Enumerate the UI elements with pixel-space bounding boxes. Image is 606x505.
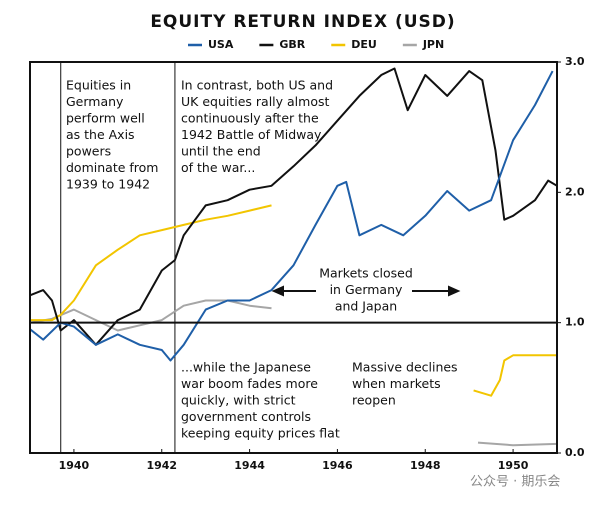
series-line: [29, 70, 554, 362]
y-tick-label: 2.0: [565, 185, 585, 198]
y-tick-label: 1.0: [565, 316, 585, 329]
x-tick-label: 1946: [322, 459, 353, 472]
annotation-line: UK equities rally almost: [181, 94, 329, 109]
chart-title: EQUITY RETURN INDEX (USD): [150, 12, 455, 32]
annotation-line: dominate from: [66, 160, 158, 175]
x-tick-label: 1944: [234, 459, 265, 472]
plot-frame: [29, 61, 558, 454]
series-line: [30, 204, 272, 322]
annotation-line: ...while the Japanese: [181, 360, 311, 375]
annotation-line: Massive declines: [352, 360, 458, 375]
arrows: [271, 285, 461, 297]
annotation-line: In contrast, both US and: [181, 78, 333, 93]
annotation-line: Equities in: [66, 78, 131, 93]
series-line: [477, 441, 558, 447]
annotation-line: war boom fades more: [181, 376, 318, 391]
annotation-line: and Japan: [335, 299, 397, 314]
annotation-line: as the Axis: [66, 127, 135, 142]
annotation-line: reopen: [352, 393, 396, 408]
annotation-line: until the end: [181, 144, 261, 159]
annotation-line: in Germany: [330, 282, 403, 297]
series-line: [473, 354, 557, 397]
annotation-line: 1939 to 1942: [66, 177, 150, 192]
annotation-line: powers: [66, 144, 111, 159]
y-tick-label: 3.0: [565, 55, 585, 68]
annotation-line: perform well: [66, 111, 145, 126]
annotation-line: government controls: [181, 409, 311, 424]
annotation-line: quickly, with strict: [181, 393, 296, 408]
annotation-line: when markets: [352, 376, 441, 391]
annotation-line: Markets closed: [319, 266, 413, 281]
series-line: [29, 67, 558, 346]
y-tick-label: 0.0: [565, 446, 585, 459]
legend-label: DEU: [351, 38, 377, 51]
annotation-line: 1942 Battle of Midway: [181, 127, 322, 142]
x-tick-label: 1942: [146, 459, 177, 472]
legend-label: GBR: [279, 38, 305, 51]
annotation-line: keeping equity prices flat: [181, 426, 340, 441]
x-tick-label: 1950: [498, 459, 529, 472]
annotation-line: Germany: [66, 94, 124, 109]
legend-label: JPN: [422, 38, 444, 51]
x-tick-label: 1940: [59, 459, 90, 472]
arrow-head: [271, 285, 284, 297]
x-tick-label: 1948: [410, 459, 441, 472]
watermark: 公众号 · 期乐会: [470, 475, 560, 490]
arrow-head: [448, 285, 461, 297]
annotation-line: of the war...: [181, 160, 255, 175]
annotation-line: continuously after the: [181, 111, 319, 126]
legend-label: USA: [208, 38, 234, 51]
